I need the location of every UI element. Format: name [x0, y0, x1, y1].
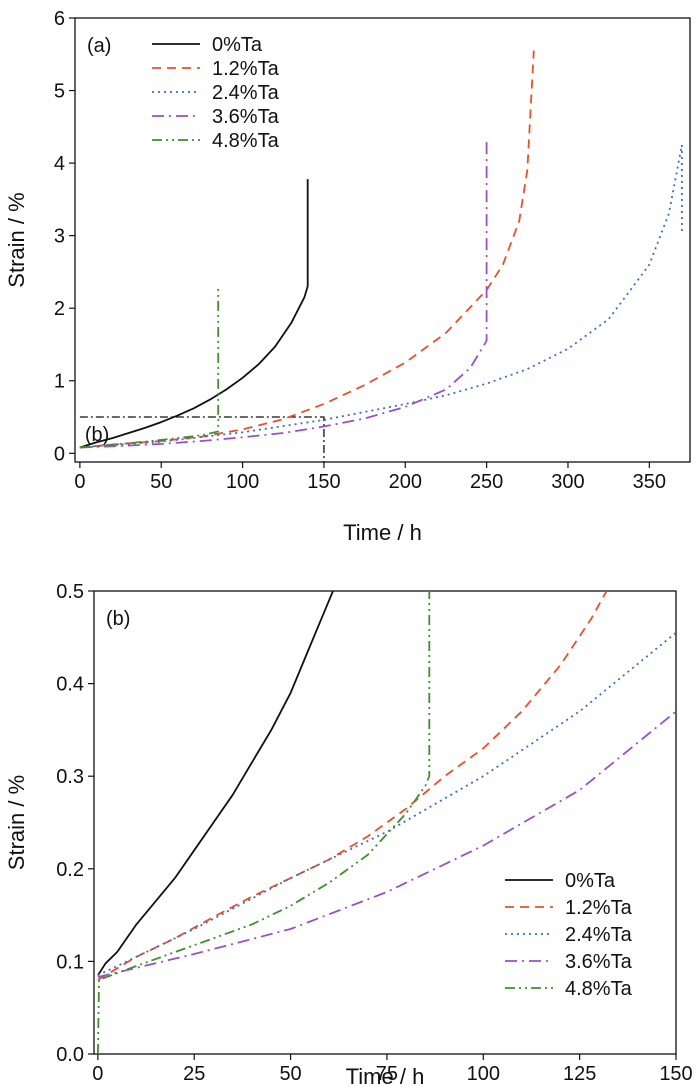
series-group	[79, 50, 683, 449]
y-tick-label: 4	[54, 153, 65, 175]
x-tick-label: 125	[563, 1063, 596, 1085]
legend-label: 0%Ta	[212, 34, 263, 56]
x-tick-label: 50	[279, 1063, 301, 1085]
legend-label: 0%Ta	[565, 870, 616, 892]
y-tick-label: 6	[54, 8, 65, 30]
legend-label: 2.4%Ta	[212, 82, 280, 104]
y-tick-label: 0.5	[56, 581, 84, 603]
x-tick-label: 200	[389, 471, 422, 493]
y-axis-title: Strain / %	[4, 192, 29, 287]
legend-label: 4.8%Ta	[565, 978, 633, 1000]
panel-b-creep-curves-zoom: 0 25 50 75 100 125 150 0.0 0.1 0.2 0.3 0.4 0.5 Time /…	[4, 581, 693, 1089]
plot-frame	[93, 590, 677, 1055]
y-tick-label: 0.3	[56, 766, 84, 788]
y-tick-label: 0.2	[56, 859, 84, 881]
y-axis-title: Strain / %	[4, 775, 29, 870]
x-tick-label: 150	[307, 471, 340, 493]
x-tick-label: 25	[183, 1063, 205, 1085]
x-tick-label: 50	[150, 471, 172, 493]
y-tick-label: 3	[54, 226, 65, 248]
x-tick-label: 100	[226, 471, 259, 493]
legend-label: 2.4%Ta	[565, 924, 633, 946]
panel-label: (a)	[87, 35, 111, 57]
x-tick-label: 350	[633, 471, 666, 493]
y-tick-label: 5	[54, 81, 65, 103]
panel-label: (b)	[106, 608, 130, 630]
x-axis-title: Time / h	[346, 1064, 425, 1089]
legend-label: 4.8%Ta	[212, 130, 280, 152]
series-line-48ta	[79, 286, 220, 449]
x-axis-title: Time / h	[343, 520, 422, 545]
x-tick-label: 0	[74, 471, 85, 493]
y-tick-label: 0	[54, 443, 65, 465]
y-tick-label: 0.0	[56, 1044, 84, 1066]
legend: 0%Ta 1.2%Ta 2.4%Ta 3.6%Ta 4.8%Ta	[505, 870, 633, 1000]
series-group	[97, 591, 676, 1054]
y-tick-label: 2	[54, 298, 65, 320]
series-line-12ta	[97, 591, 608, 981]
series-line-12ta	[79, 50, 535, 449]
x-tick-label: 300	[551, 471, 584, 493]
series-line-0ta	[79, 179, 309, 449]
x-tick-label: 150	[659, 1063, 692, 1085]
zoom-region-box	[79, 416, 325, 462]
series-line-48ta	[97, 591, 431, 1054]
series-line-36ta	[79, 141, 488, 449]
x-tick-label: 100	[467, 1063, 500, 1085]
legend: 0%Ta1.2%Ta2.4%Ta3.6%Ta4.8%Ta	[152, 34, 280, 152]
x-tick-label: 75	[376, 1063, 398, 1085]
x-tick-label: 0	[92, 1063, 103, 1085]
series-line-36ta	[97, 710, 676, 978]
series-line-0ta	[97, 591, 334, 976]
legend-label: 3.6%Ta	[565, 951, 633, 973]
panel-a-creep-curves: 0 50 100 150 200 250 300 350 0 1 2 3 4 5 6 Time / h Stra…	[4, 8, 691, 545]
legend-label: 3.6%Ta	[212, 106, 280, 128]
x-tick-label: 250	[470, 471, 503, 493]
legend-label: 1.2%Ta	[212, 58, 280, 80]
y-tick-label: 0.1	[56, 951, 84, 973]
plot-frame	[74, 17, 691, 463]
series-line-24ta	[79, 144, 683, 449]
y-tick-label: 0.4	[56, 674, 84, 696]
legend-label: 1.2%Ta	[565, 897, 633, 919]
y-tick-label: 1	[54, 371, 65, 393]
